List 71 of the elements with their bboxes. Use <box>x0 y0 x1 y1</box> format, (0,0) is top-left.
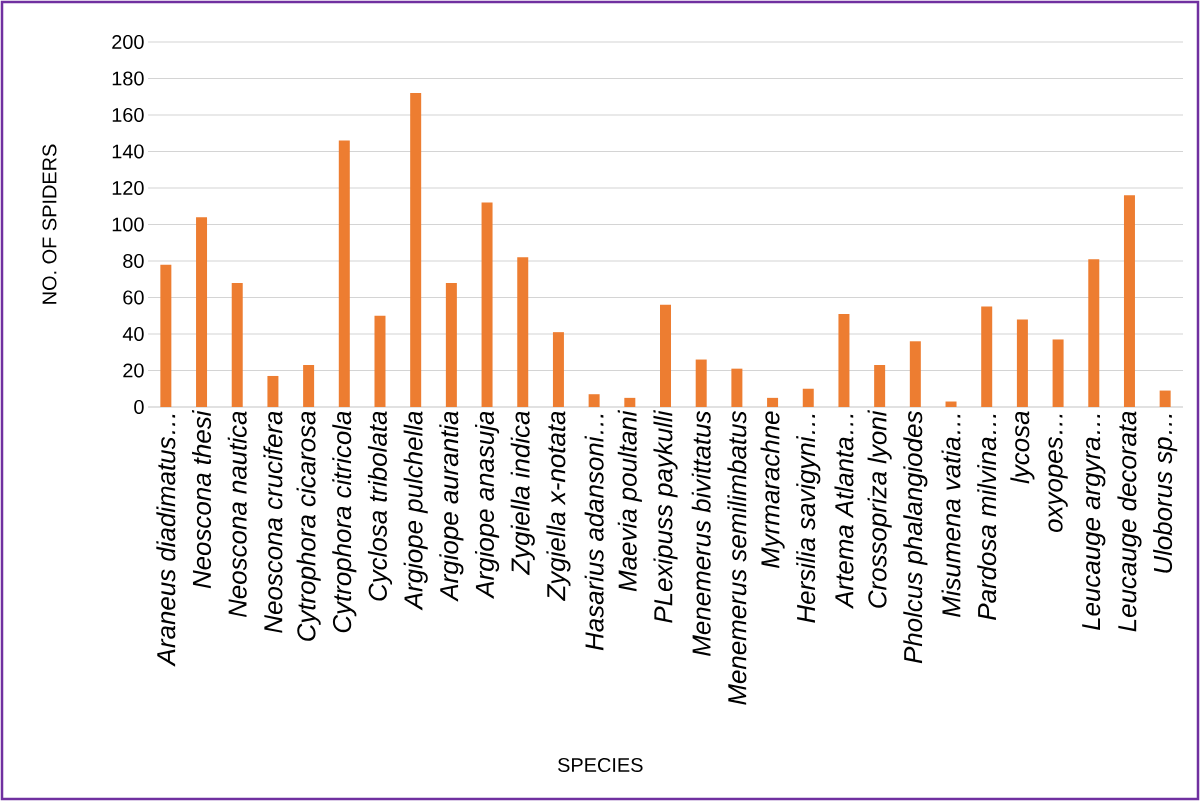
bar <box>1123 195 1135 407</box>
x-tick-label: Maevia poultani <box>617 409 642 592</box>
x-tick-label: Zygiella indica <box>510 411 535 576</box>
x-tick-label: Pholcus phalangiodes <box>903 411 928 664</box>
bar <box>767 397 779 407</box>
x-tick-label: Myrmarachne <box>760 411 785 569</box>
y-tick-label: 160 <box>112 107 144 123</box>
x-tick-label: Araneus diadimatus… <box>156 414 176 667</box>
x-tick-label: Hersilia savigyni… <box>796 414 821 623</box>
y-tick-label: 60 <box>123 290 144 305</box>
y-tick-label: 100 <box>112 217 144 232</box>
bar <box>1088 259 1100 407</box>
bar <box>445 282 457 407</box>
x-tick-label: Menemerus semilimbatus <box>727 411 747 705</box>
bar <box>874 365 886 407</box>
x-tick-label: Argiope anasuja <box>474 411 500 599</box>
x-tick-label: Pardosa milvina… <box>977 414 997 620</box>
x-tick-label: Crossopriza lyoni <box>867 409 892 608</box>
bar <box>517 257 529 407</box>
y-axis-title: NO. OF SPIDERS <box>42 144 57 304</box>
bar <box>909 341 921 407</box>
bar <box>624 397 636 407</box>
y-tick-label: 20 <box>123 363 144 378</box>
x-axis-title: SPECIES <box>558 757 643 773</box>
bar <box>981 306 993 407</box>
x-tick-label: Cyclosa tribolata <box>367 411 393 601</box>
x-tick-label: oxyopes… <box>1048 414 1068 533</box>
bar <box>695 359 707 407</box>
x-tick-label: Neoscona nautica <box>227 411 247 618</box>
x-tick-label: Hasarius adansoni… <box>584 414 604 651</box>
y-tick-label: 140 <box>112 144 144 159</box>
y-tick-label: 180 <box>112 71 144 86</box>
y-tick-label: 80 <box>123 253 144 269</box>
x-tick-label: Misumena vatia… <box>941 414 961 618</box>
bar <box>374 315 386 407</box>
bar <box>731 368 743 407</box>
bar <box>338 140 350 407</box>
bar <box>231 282 243 407</box>
y-tick-label: 120 <box>112 180 144 196</box>
bar <box>1052 339 1064 407</box>
y-tick-label: 200 <box>112 34 144 50</box>
x-tick-label: Argiope aurantia <box>439 411 464 602</box>
bar <box>410 93 422 407</box>
bar <box>552 332 564 407</box>
x-tick-label: Neoscona thesi <box>192 409 212 589</box>
x-tick-label: Leucauge argyra… <box>1082 414 1106 631</box>
bar <box>160 264 172 407</box>
x-tick-label: Neoscona crucifera <box>263 411 283 633</box>
bar <box>481 202 493 407</box>
bar <box>196 217 208 407</box>
x-tick-label: PLexipuss paykulli <box>653 409 678 623</box>
y-tick-label: 40 <box>122 326 144 342</box>
y-tick-label: 0 <box>134 399 144 415</box>
bar <box>303 365 315 407</box>
x-tick-label: Argiope pulchella <box>403 411 428 611</box>
x-tick-label: lycosa <box>1010 411 1035 484</box>
x-tick-label: Cytrophora citricola <box>332 411 357 633</box>
bar <box>1159 390 1171 407</box>
bar <box>838 313 850 407</box>
bar <box>660 304 671 407</box>
bar <box>267 375 279 407</box>
x-tick-label: Cytrophora cicarosa <box>296 411 321 641</box>
x-tick-label: Leucauge decorata <box>1117 411 1142 632</box>
x-tick-label: Uloborus sp… <box>1153 414 1178 573</box>
x-tick-label: Artema Atlanta… <box>834 414 854 610</box>
x-tick-label: Menemerus bivittatus <box>691 411 711 656</box>
bar <box>945 401 957 407</box>
x-tick-label: Zygiella x-notata <box>546 411 571 602</box>
bar <box>802 388 814 407</box>
bar <box>1016 319 1028 407</box>
bar <box>588 394 600 407</box>
